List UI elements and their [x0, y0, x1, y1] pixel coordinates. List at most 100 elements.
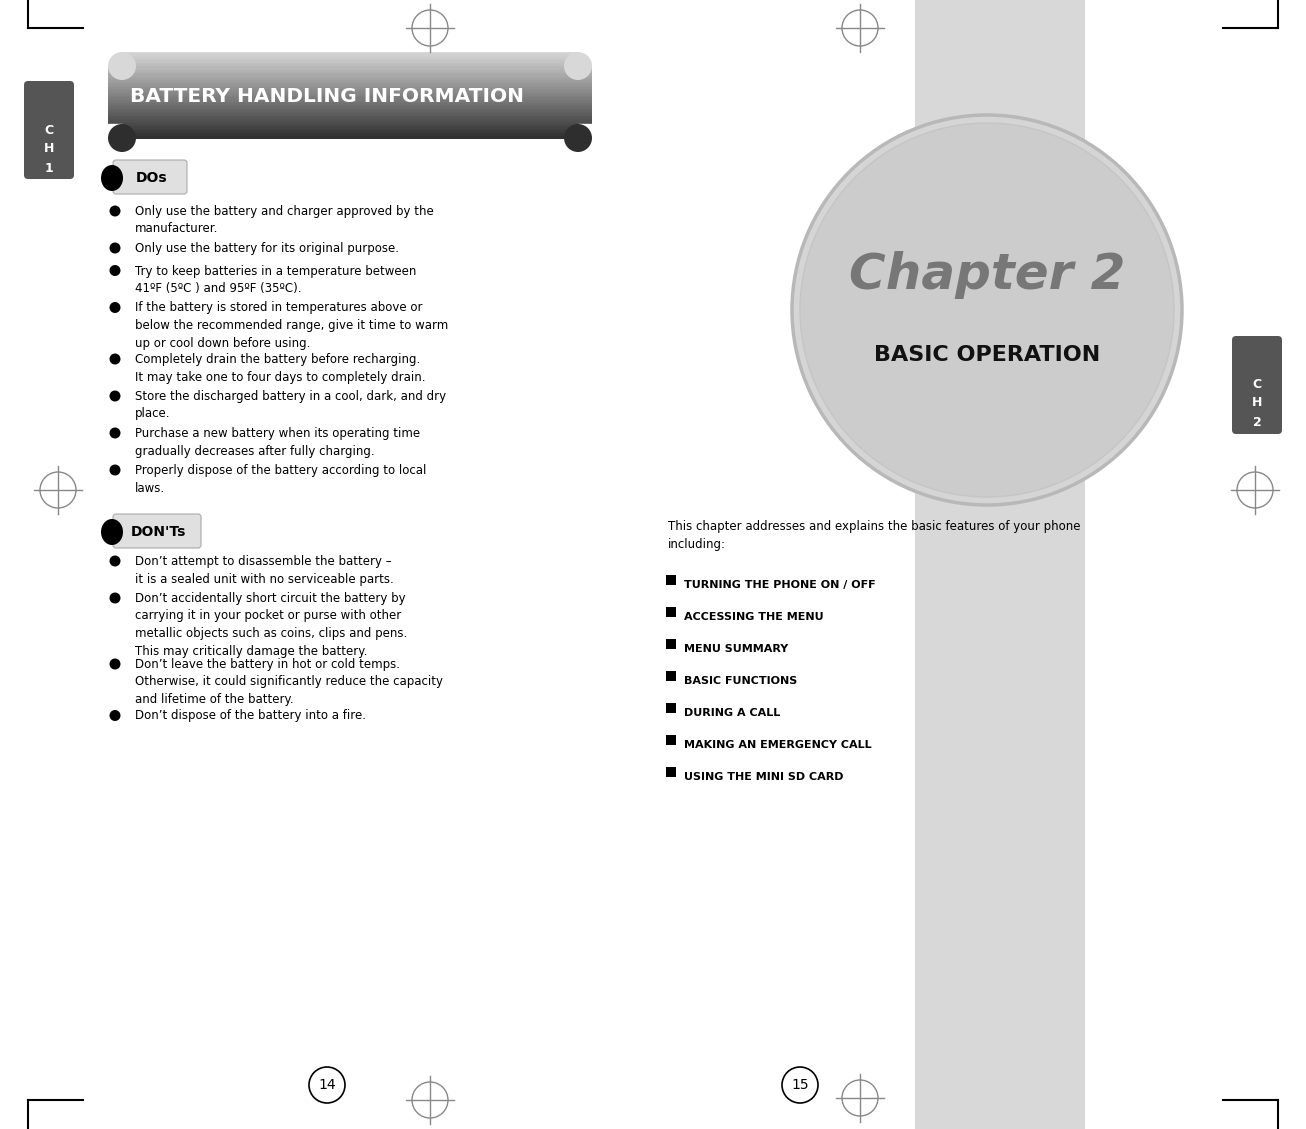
Bar [108, 70, 592, 72]
Bar [916, 0, 1085, 1129]
Bar [108, 59, 592, 61]
Bar [108, 86, 592, 88]
FancyBboxPatch shape [24, 81, 74, 180]
Bar [108, 52, 121, 65]
Circle shape [108, 52, 136, 80]
Bar [108, 76, 592, 78]
Text: DON'Ts: DON'Ts [131, 525, 185, 539]
Text: Purchase a new battery when its operating time
gradually decreases after fully c: Purchase a new battery when its operatin… [135, 427, 421, 457]
Circle shape [110, 710, 120, 721]
Circle shape [310, 1067, 345, 1103]
Bar [108, 79, 592, 81]
Circle shape [110, 464, 120, 475]
Bar [108, 60, 592, 62]
Text: DURING A CALL: DURING A CALL [684, 708, 780, 718]
Text: Don’t attempt to disassemble the battery –
it is a sealed unit with no serviceab: Don’t attempt to disassemble the battery… [135, 555, 393, 586]
Text: Don’t accidentally short circuit the battery by
carrying it in your pocket or pu: Don’t accidentally short circuit the bat… [135, 592, 407, 657]
Bar [108, 68, 592, 70]
Bar [108, 85, 592, 87]
Bar [108, 73, 592, 76]
Bar [108, 93, 592, 96]
Bar [108, 124, 592, 128]
Bar [108, 55, 592, 59]
Bar [108, 134, 592, 137]
Bar [108, 71, 592, 75]
Circle shape [110, 243, 120, 254]
Circle shape [110, 301, 120, 313]
Bar [108, 100, 592, 103]
FancyBboxPatch shape [1232, 336, 1282, 434]
Text: 15: 15 [791, 1078, 808, 1092]
FancyBboxPatch shape [114, 514, 201, 548]
Bar [108, 54, 592, 56]
Bar [108, 112, 592, 114]
Bar [108, 90, 592, 93]
Text: Only use the battery and charger approved by the
manufacturer.: Only use the battery and charger approve… [135, 205, 434, 236]
Bar [666, 639, 677, 649]
Text: Completely drain the battery before recharging.
It may take one to four days to : Completely drain the battery before rech… [135, 353, 426, 384]
Circle shape [110, 658, 120, 669]
Text: MENU SUMMARY: MENU SUMMARY [684, 644, 789, 654]
Circle shape [110, 353, 120, 365]
Bar [108, 114, 592, 117]
Bar [108, 122, 592, 124]
Circle shape [782, 1067, 818, 1103]
Bar [108, 65, 592, 68]
Text: USING THE MINI SD CARD: USING THE MINI SD CARD [684, 772, 844, 782]
Text: If the battery is stored in temperatures above or
below the recommended range, g: If the battery is stored in temperatures… [135, 301, 448, 350]
Circle shape [110, 205, 120, 217]
Text: 14: 14 [319, 1078, 336, 1092]
Bar [108, 87, 592, 90]
Bar [108, 103, 592, 105]
Circle shape [564, 124, 592, 152]
Text: TURNING THE PHONE ON / OFF: TURNING THE PHONE ON / OFF [684, 580, 875, 590]
Bar [666, 767, 677, 777]
Bar [108, 89, 592, 91]
Text: Don’t leave the battery in hot or cold temps.
Otherwise, it could significantly : Don’t leave the battery in hot or cold t… [135, 658, 443, 706]
Text: Only use the battery for its original purpose.: Only use the battery for its original pu… [135, 242, 400, 255]
Bar [108, 106, 592, 108]
Bar [108, 96, 592, 98]
Bar [108, 75, 592, 77]
Text: 1: 1 [44, 161, 54, 175]
Bar [108, 133, 592, 135]
Circle shape [110, 391, 120, 402]
Bar [108, 130, 592, 133]
Circle shape [110, 265, 120, 275]
Bar [108, 116, 592, 119]
Bar [108, 132, 592, 134]
Bar [666, 671, 677, 681]
Bar [108, 119, 592, 121]
Text: C: C [44, 123, 54, 137]
Bar [108, 62, 592, 64]
Text: Try to keep batteries in a temperature between
41ºF (5ºC ) and 95ºF (35ºC).: Try to keep batteries in a temperature b… [135, 264, 417, 295]
Bar [666, 607, 677, 618]
Bar [108, 53, 592, 55]
Bar [579, 52, 592, 65]
Text: 2: 2 [1252, 417, 1262, 429]
Bar [108, 52, 592, 54]
Text: H: H [44, 141, 54, 155]
Bar [108, 95, 592, 97]
Bar [108, 97, 592, 99]
Text: ACCESSING THE MENU: ACCESSING THE MENU [684, 612, 824, 622]
FancyBboxPatch shape [114, 160, 187, 194]
Bar [108, 111, 592, 113]
Bar [579, 124, 592, 138]
Bar [108, 107, 592, 110]
Text: H: H [1252, 396, 1262, 410]
Bar [108, 63, 592, 65]
Circle shape [791, 115, 1182, 505]
Bar [108, 80, 592, 82]
Bar [108, 91, 592, 94]
Bar [108, 99, 592, 102]
Circle shape [564, 52, 592, 80]
Bar [108, 117, 592, 120]
Ellipse shape [101, 519, 123, 545]
Circle shape [110, 555, 120, 567]
Text: Store the discharged battery in a cool, dark, and dry
place.: Store the discharged battery in a cool, … [135, 390, 447, 420]
Text: BATTERY HANDLING INFORMATION: BATTERY HANDLING INFORMATION [131, 88, 524, 106]
Text: This chapter addresses and explains the basic features of your phone
including:: This chapter addresses and explains the … [667, 520, 1080, 551]
Text: BASIC FUNCTIONS: BASIC FUNCTIONS [684, 676, 797, 686]
Bar [108, 123, 592, 125]
